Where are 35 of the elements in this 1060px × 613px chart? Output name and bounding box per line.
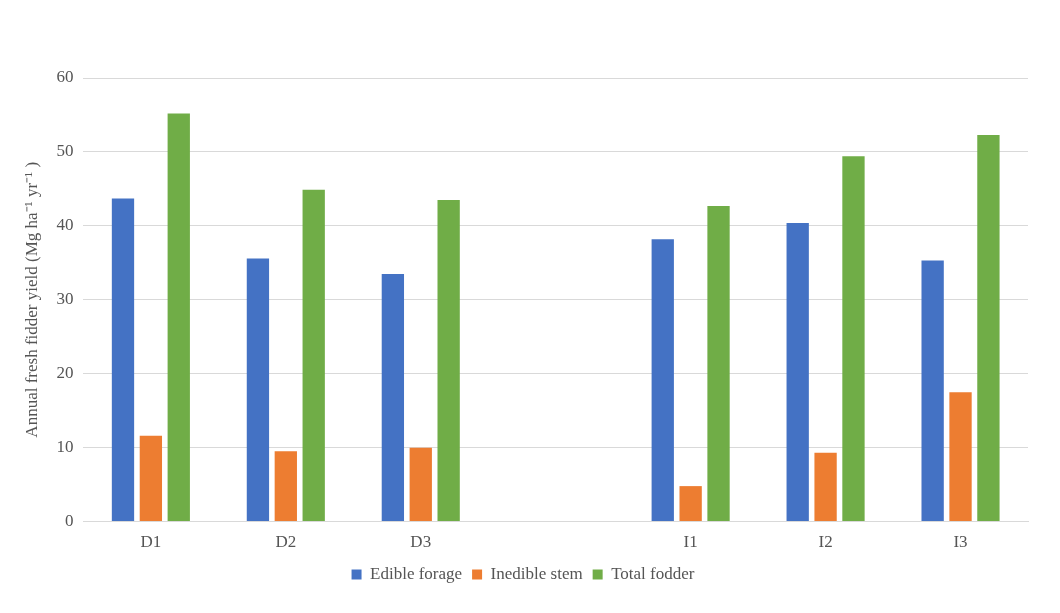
bar bbox=[842, 156, 865, 522]
bar bbox=[302, 189, 325, 522]
legend-label: Total fodder bbox=[611, 563, 695, 583]
x-tick-label: I3 bbox=[953, 532, 968, 552]
legend-label: Inedible stem bbox=[490, 563, 583, 583]
bar bbox=[679, 486, 702, 522]
bar bbox=[814, 452, 837, 522]
bar bbox=[437, 199, 460, 522]
x-tick-label: I1 bbox=[683, 532, 698, 552]
bar bbox=[921, 260, 944, 522]
bar bbox=[167, 113, 190, 522]
bar bbox=[786, 222, 809, 522]
legend-label: Edible forage bbox=[370, 563, 463, 583]
y-axis-title: Annual fresh fidder yield (Mg ha⁻¹ yr⁻¹ ) bbox=[21, 161, 41, 438]
bar bbox=[651, 239, 674, 522]
bar bbox=[381, 273, 405, 522]
y-tick-label: 50 bbox=[56, 141, 74, 161]
bar bbox=[949, 392, 972, 522]
x-tick-label: D3 bbox=[410, 532, 432, 552]
y-tick-label: 20 bbox=[56, 363, 74, 383]
x-tick-label: D1 bbox=[140, 532, 162, 552]
bar bbox=[139, 435, 163, 522]
bar bbox=[409, 447, 432, 522]
y-tick-label: 60 bbox=[56, 67, 74, 87]
bar bbox=[274, 451, 297, 522]
x-tick-label: D2 bbox=[275, 532, 297, 552]
y-tick-label: 10 bbox=[56, 437, 74, 457]
bar bbox=[111, 198, 135, 522]
x-tick-label: I2 bbox=[818, 532, 833, 552]
bar bbox=[977, 134, 1000, 522]
y-tick-label: 30 bbox=[56, 289, 74, 309]
bar bbox=[707, 205, 730, 522]
y-tick-label: 40 bbox=[56, 215, 74, 235]
y-tick-label: 0 bbox=[64, 511, 74, 531]
bar bbox=[246, 258, 270, 522]
